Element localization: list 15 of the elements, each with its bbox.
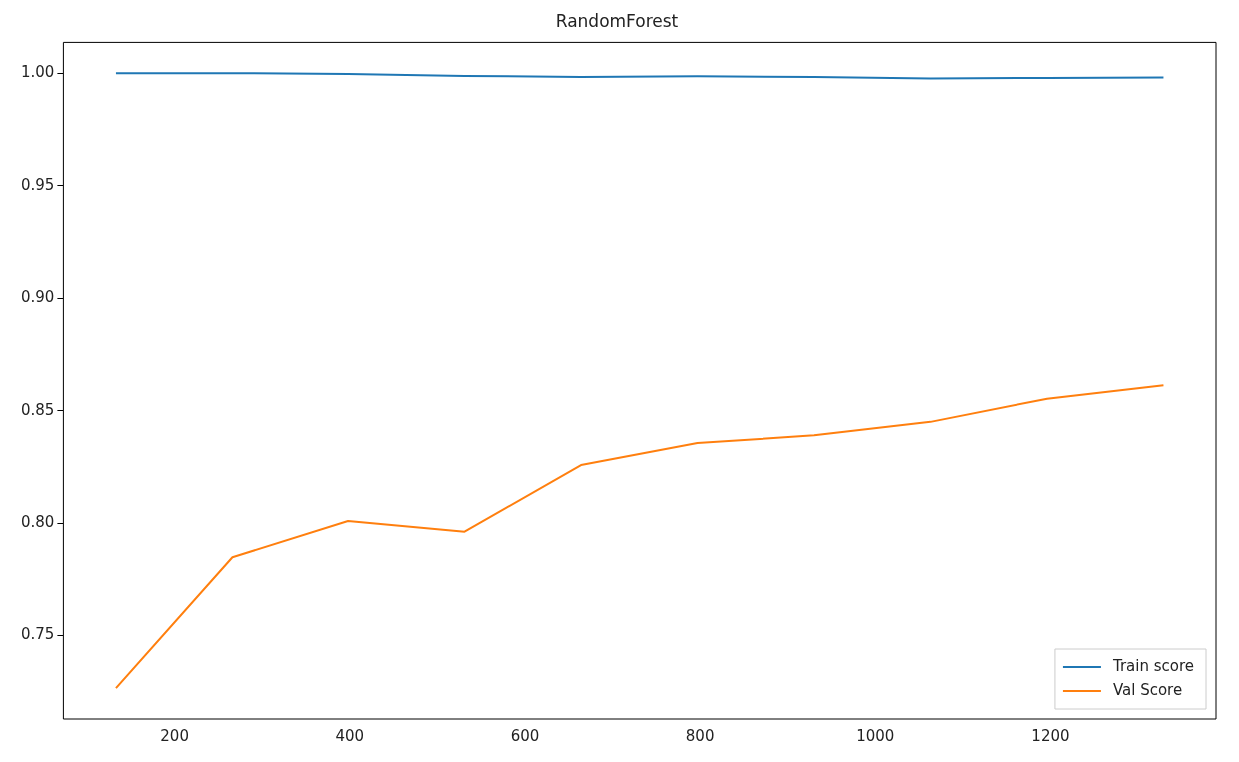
x-tick-label: 1200	[1031, 726, 1070, 745]
y-tick-label: 0.90	[20, 288, 55, 307]
x-tick-label: 800	[685, 726, 715, 745]
y-tick-label: 0.75	[20, 625, 55, 644]
y-tick-label: 0.80	[20, 512, 55, 531]
x-tick-label: 600	[510, 726, 540, 745]
legend-label: Val Score	[1112, 680, 1183, 699]
chart-title: RandomForest	[555, 10, 679, 31]
y-tick-label: 0.95	[20, 175, 55, 194]
x-tick-label: 1000	[856, 726, 895, 745]
y-tick-label: 0.85	[20, 400, 55, 419]
legend-label: Train score	[1111, 656, 1195, 675]
y-tick-label: 1.00	[20, 63, 55, 82]
x-tick-label: 200	[160, 726, 189, 745]
x-tick-label: 400	[335, 726, 365, 745]
